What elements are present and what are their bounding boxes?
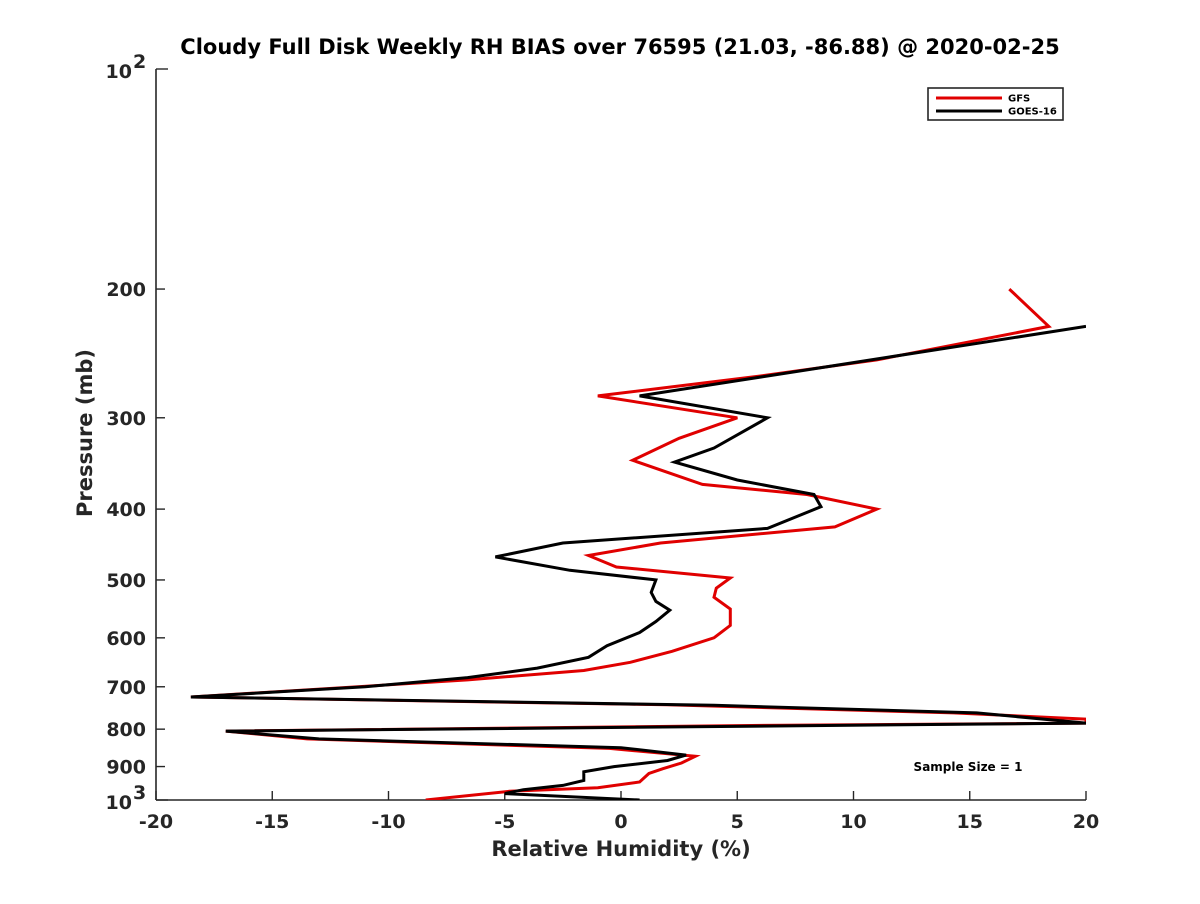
x-tick-label: -5 bbox=[494, 811, 515, 833]
legend: GFS GOES-16 bbox=[927, 87, 1064, 121]
x-tick-label: 5 bbox=[731, 811, 744, 833]
series-lines bbox=[190, 288, 1086, 800]
x-tick-label: 10 bbox=[840, 811, 866, 833]
x-tick-label: 20 bbox=[1073, 811, 1099, 833]
sample-size-annotation: Sample Size = 1 bbox=[914, 760, 1023, 774]
legend-label: GOES-16 bbox=[1008, 107, 1057, 118]
y-tick-label: 500 bbox=[106, 570, 146, 592]
series-line-gfs bbox=[190, 288, 1086, 800]
x-tick-label: -10 bbox=[371, 811, 405, 833]
series-line-goes-16 bbox=[190, 324, 1086, 800]
y-axis-label: Pressure (mb) bbox=[73, 349, 97, 517]
y-tick-label: 600 bbox=[106, 628, 146, 650]
x-tick-label: 15 bbox=[957, 811, 983, 833]
y-major-tick-exponent: 3 bbox=[133, 782, 146, 804]
legend-box bbox=[927, 87, 1064, 121]
y-major-tick-base: 10 bbox=[106, 61, 132, 83]
x-tick-label: -15 bbox=[255, 811, 289, 833]
y-tick-label: 200 bbox=[106, 279, 146, 301]
y-tick-label: 900 bbox=[106, 757, 146, 779]
chart-title: Cloudy Full Disk Weekly RH BIAS over 765… bbox=[180, 35, 1059, 59]
legend-label: GFS bbox=[1008, 94, 1030, 105]
y-tick-label: 300 bbox=[106, 408, 146, 430]
x-axis-label: Relative Humidity (%) bbox=[491, 837, 750, 861]
y-major-tick-exponent: 2 bbox=[133, 51, 146, 73]
y-tick-label: 400 bbox=[106, 499, 146, 521]
x-tick-label: -20 bbox=[139, 811, 173, 833]
y-tick-label: 700 bbox=[106, 677, 146, 699]
x-tick-label: 0 bbox=[614, 811, 627, 833]
y-major-tick-base: 10 bbox=[106, 792, 132, 814]
y-tick-label: 800 bbox=[106, 719, 146, 741]
